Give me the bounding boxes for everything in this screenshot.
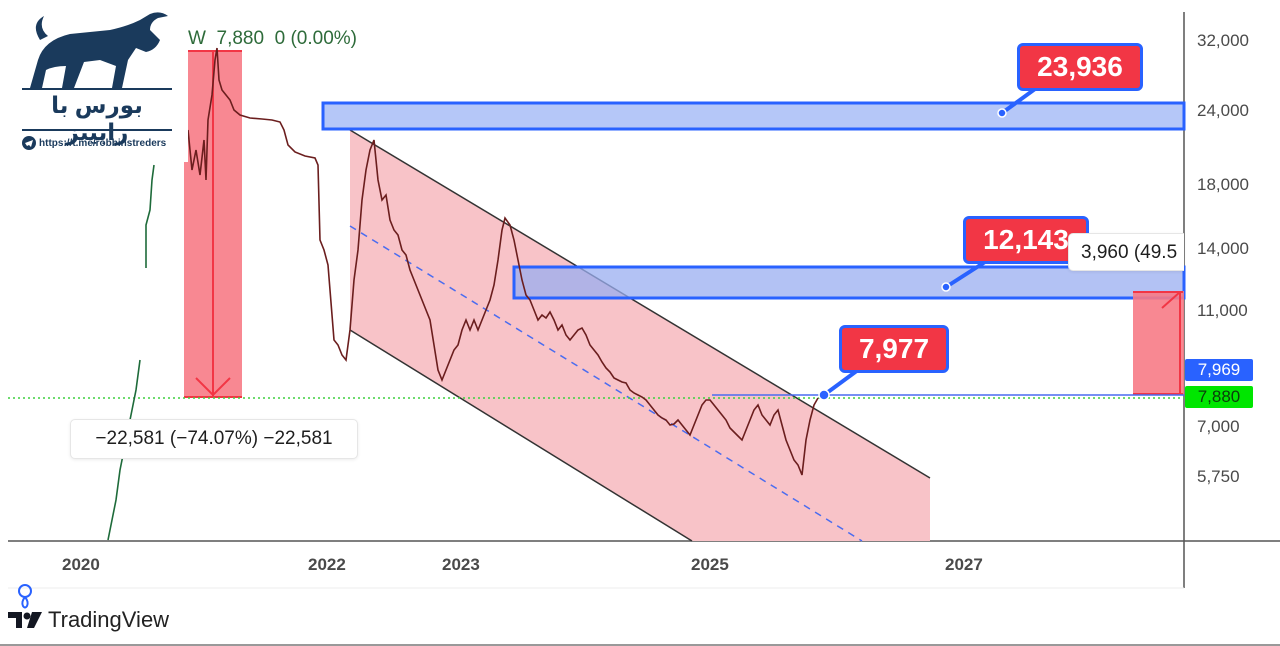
callout-7977[interactable]: 7,977 (839, 325, 949, 373)
y-tick: 5,750 (1197, 467, 1240, 486)
symbol-legend[interactable]: W 7,880 0 (0.00%) (188, 28, 357, 50)
x-tick: 2023 (442, 555, 480, 574)
x-tick: 2027 (945, 555, 983, 574)
x-tick: 2022 (308, 555, 346, 574)
y-tick: 32,000 (1197, 31, 1249, 50)
resistance-zone-23936[interactable] (321, 101, 1186, 131)
x-tick: 2025 (691, 555, 729, 574)
channel-midline (349, 225, 863, 542)
resistance-zone-12143[interactable] (512, 265, 1186, 300)
symbol-suffix: W (188, 28, 206, 49)
y-tick: 14,000 (1197, 239, 1249, 258)
arrow-up-icon (1161, 291, 1181, 309)
price-change: 0 (0.00%) (274, 28, 357, 49)
callout-pointers (818, 87, 1037, 401)
y-tick: 7,000 (1197, 417, 1240, 436)
channel-lower-line (349, 329, 693, 542)
measure-down-label: −22,581 (−74.07%) −22,581 (70, 419, 358, 459)
price-tag-level: 7,969 (1185, 359, 1253, 381)
tradingview-logo-icon (8, 612, 42, 628)
tradingview-branding[interactable]: TradingView (8, 607, 169, 633)
y-tick: 11,000 (1197, 301, 1248, 320)
measure-up-box[interactable] (1133, 291, 1184, 395)
last-price: 7,880 (216, 28, 265, 49)
pin-icon[interactable] (14, 582, 36, 615)
channel-upper-line (349, 129, 931, 479)
price-tag-last: 7,880 (1185, 386, 1253, 408)
measure-up-label: 3,960 (49.5 (1068, 233, 1184, 271)
y-tick: 18,000 (1197, 175, 1249, 194)
bull-logo-icon (30, 12, 168, 88)
telegram-icon (22, 136, 36, 150)
x-tick: 2020 (62, 555, 100, 574)
arrow-down-icon (195, 377, 231, 397)
callout-23936[interactable]: 23,936 (1017, 43, 1143, 91)
watermark-logo: بورس با رابینز https://t.me/robbinstrede… (0, 0, 188, 162)
y-tick: 24,000 (1197, 101, 1249, 120)
telegram-link[interactable]: https://t.me/robbinstreders (39, 137, 167, 149)
tradingview-text: TradingView (48, 607, 170, 632)
brand-name: بورس با رابینز (51, 92, 143, 145)
